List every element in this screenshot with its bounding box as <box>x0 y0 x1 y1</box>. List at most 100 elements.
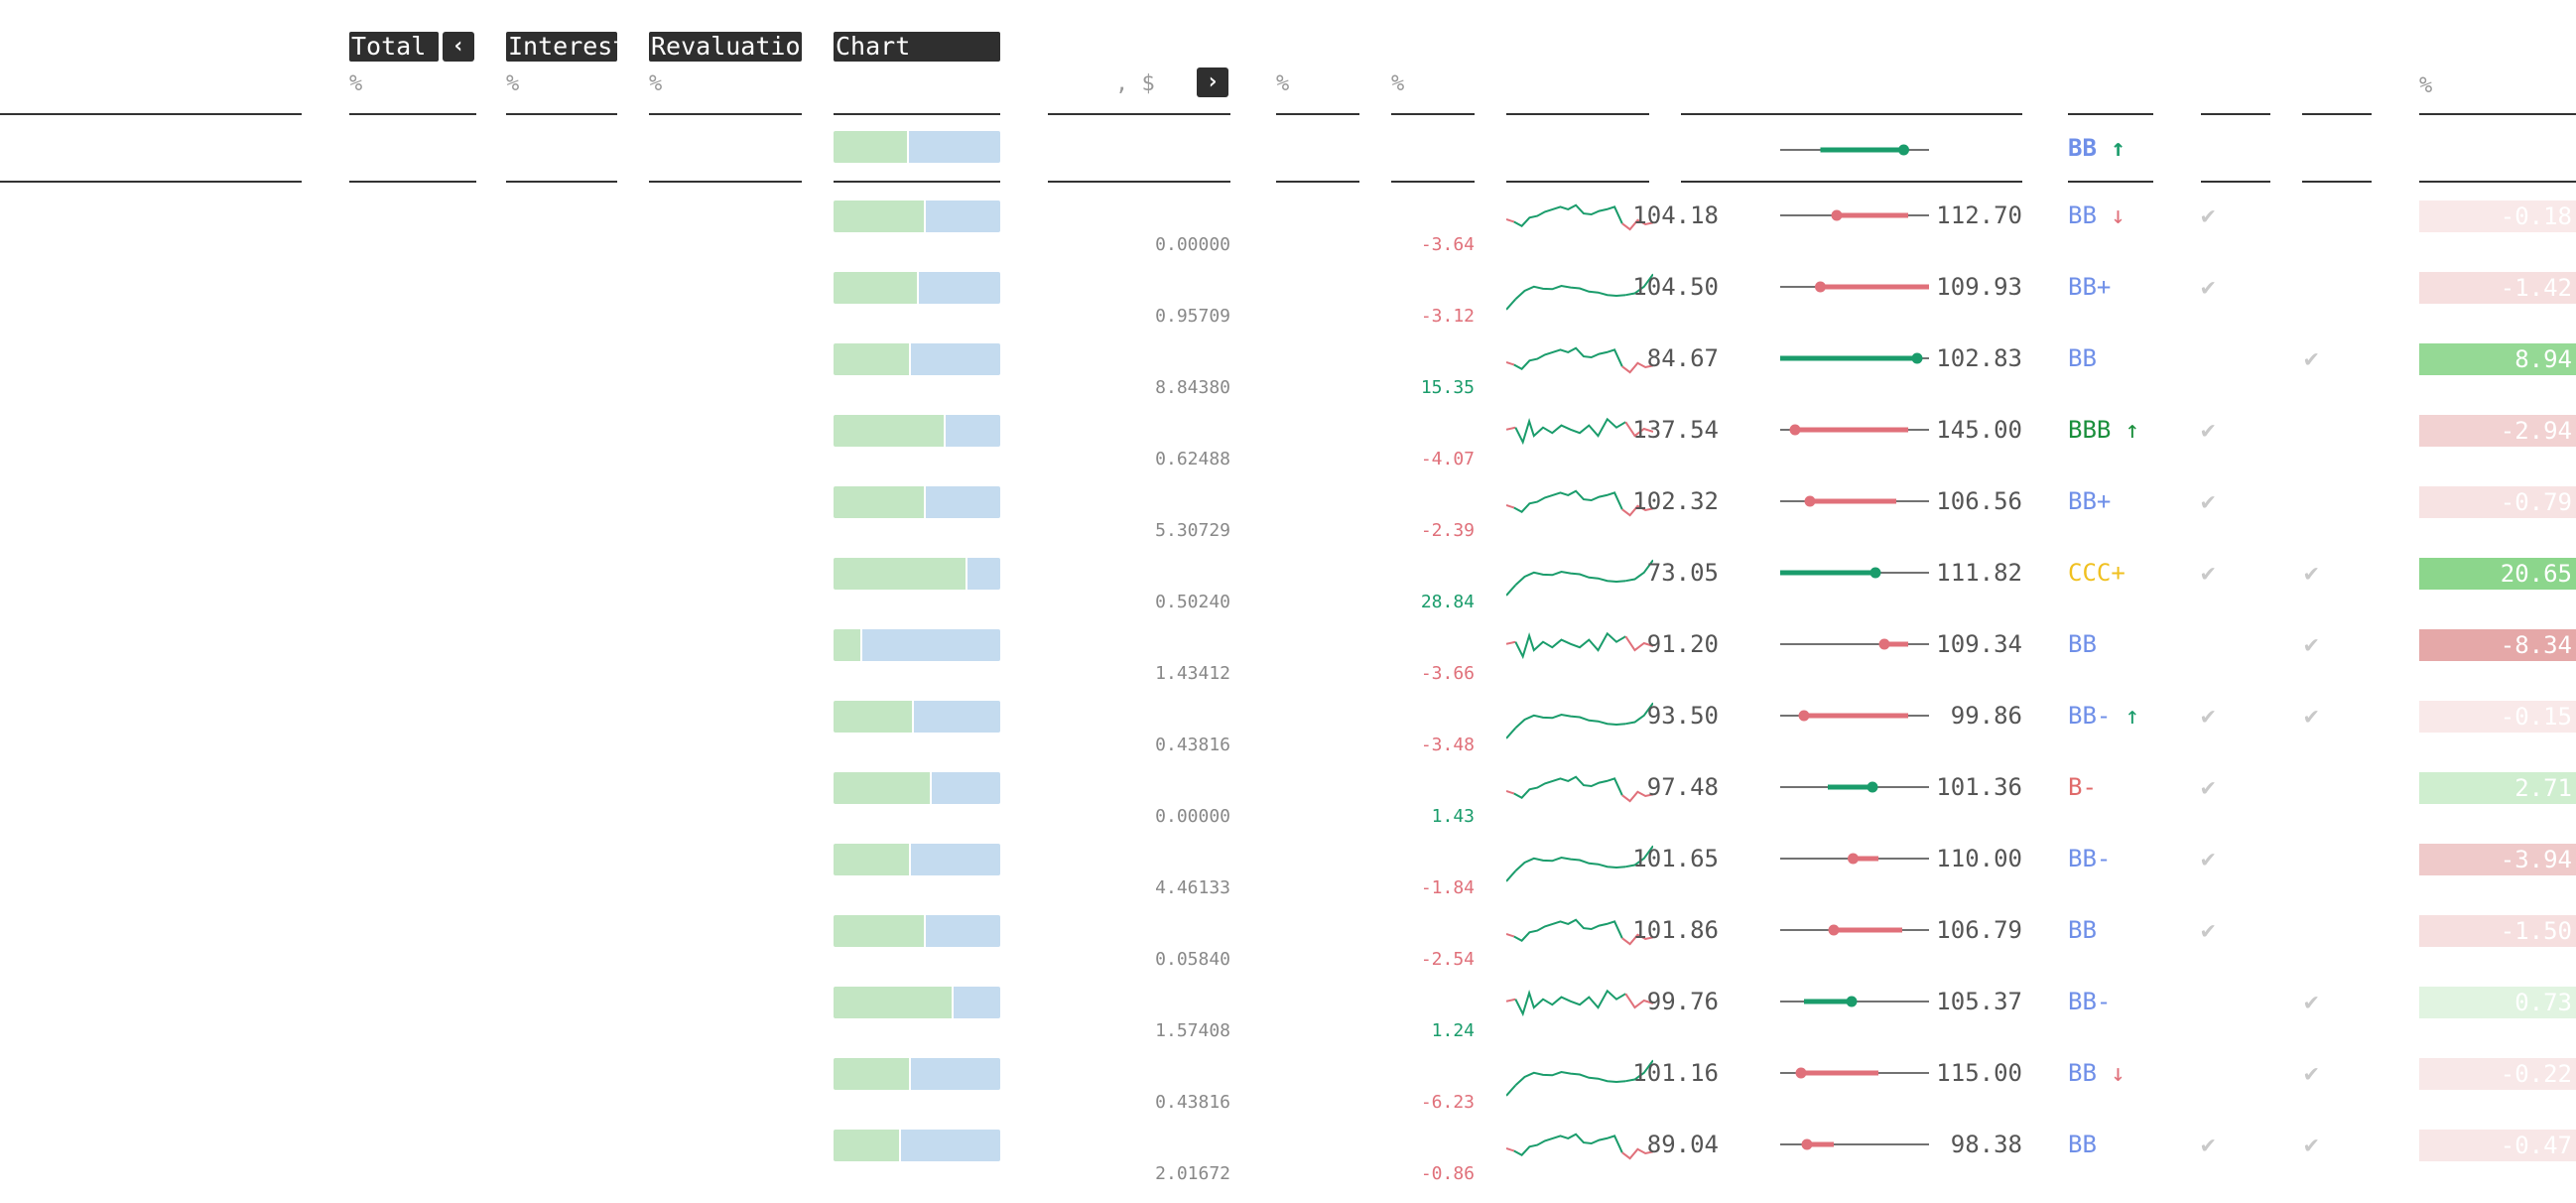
range-marker <box>1828 924 1840 936</box>
change-value: -3.66 <box>1420 663 1475 684</box>
range-indicator <box>1780 710 1929 722</box>
interest-share <box>834 415 944 447</box>
range-high: 109.34 <box>1936 630 2022 658</box>
revaluation-share <box>943 415 1000 447</box>
arrow-up-icon: ↑ <box>2111 702 2140 730</box>
range-low: 101.86 <box>1632 916 1719 944</box>
interest-share <box>834 272 917 304</box>
next-page-button[interactable]: › <box>1197 67 1228 97</box>
range-indicator <box>1780 424 1929 436</box>
sparkline-segment <box>1621 504 1653 517</box>
unit-col2: % <box>1391 71 1405 96</box>
header-rule <box>1391 113 1475 115</box>
amount-value: 0.00000 <box>1155 806 1230 827</box>
range-low: 84.67 <box>1646 344 1719 372</box>
header-rule <box>2201 181 2270 183</box>
pct-value-cell: -0.18 <box>2419 200 2576 232</box>
amount-value: 1.43412 <box>1155 663 1230 684</box>
header-rule <box>1506 181 1649 183</box>
revaluation-share <box>923 200 1000 232</box>
pct-value-cell: -0.79 <box>2419 486 2576 518</box>
range-high: 115.00 <box>1936 1059 2022 1087</box>
sparkline-segment <box>1506 640 1516 645</box>
pct-value-cell: -8.34 <box>2419 629 2576 661</box>
pct-value-cell: -0.47 <box>2419 1130 2576 1161</box>
range-high: 101.36 <box>1936 773 2022 801</box>
interest-revaluation-bar <box>834 1130 1000 1161</box>
revaluation-share <box>923 486 1000 518</box>
pct-value-cell: -3.94 <box>2419 844 2576 875</box>
header-rule <box>506 181 617 183</box>
credit-rating: BB ↓ <box>2068 1059 2125 1087</box>
interest-revaluation-bar <box>834 343 1000 375</box>
change-value: -0.86 <box>1420 1163 1475 1184</box>
sparkline-segment <box>1506 218 1515 223</box>
interest-share <box>834 558 966 590</box>
header-rule <box>1048 181 1230 183</box>
arrow-up-icon: ↑ <box>2111 134 2125 162</box>
sparkline <box>1506 918 1653 946</box>
header-rule <box>1506 113 1649 115</box>
sparkline-segment <box>1624 421 1653 438</box>
check-icon: ✔ <box>2201 773 2216 801</box>
range-indicator <box>1780 924 1929 936</box>
sparkline-segment <box>1621 933 1653 946</box>
revaluation-share <box>923 915 1000 947</box>
range-marker <box>1911 352 1923 364</box>
unit-interest: % <box>506 71 520 96</box>
interest-share <box>834 987 953 1018</box>
interest-revaluation-bar <box>834 558 1000 590</box>
revaluation-share <box>952 987 1000 1018</box>
interest-revaluation-bar <box>834 415 1000 447</box>
header-rule <box>2068 113 2153 115</box>
revaluation-share <box>898 1130 1000 1161</box>
pct-value-cell: -0.22 <box>2419 1058 2576 1090</box>
range-indicator <box>1780 853 1929 865</box>
interest-revaluation-bar <box>834 772 1000 804</box>
interest-revaluation-bar <box>834 915 1000 947</box>
sparkline-segment <box>1506 361 1515 366</box>
change-value: -3.12 <box>1420 306 1475 327</box>
sparkline-segment <box>1506 933 1515 938</box>
check-icon: ✔ <box>2304 344 2319 372</box>
header-rule <box>2302 181 2372 183</box>
revaluation-share <box>908 1058 1000 1090</box>
range-high: 106.79 <box>1936 916 2022 944</box>
sparkline-segment <box>1513 775 1623 799</box>
range-low: 137.54 <box>1632 416 1719 444</box>
credit-rating: BB- <box>2068 845 2112 872</box>
interest-revaluation-bar <box>834 844 1000 875</box>
pct-value-cell: -1.50 <box>2419 915 2576 947</box>
tab-interest[interactable]: Interest <box>506 32 617 62</box>
credit-rating: BB ↓ <box>2068 201 2125 229</box>
range-marker <box>1869 567 1881 579</box>
interest-revaluation-bar <box>834 200 1000 232</box>
range-low: 101.16 <box>1632 1059 1719 1087</box>
sparkline-segment <box>1513 346 1623 370</box>
check-icon: ✔ <box>2201 1131 2216 1158</box>
header-rule <box>1681 113 2022 115</box>
sparkline-segment <box>1506 727 1517 739</box>
range-marker <box>1801 1138 1813 1150</box>
sparkline-segment <box>1506 504 1515 509</box>
check-icon: ✔ <box>2201 487 2216 515</box>
prev-page-button[interactable]: ‹ <box>443 32 474 62</box>
sparkline <box>1506 989 1653 1017</box>
check-icon: ✔ <box>2201 201 2216 229</box>
header-rule <box>834 113 1000 115</box>
header-rule <box>649 113 802 115</box>
tab-total[interactable]: Total <box>349 32 439 62</box>
arrow-up-icon: ↑ <box>2111 416 2140 444</box>
range-high: 112.70 <box>1936 201 2022 229</box>
check-icon: ✔ <box>2304 630 2319 658</box>
tab-chart[interactable]: Chart <box>834 32 1000 62</box>
header-rule <box>2068 181 2153 183</box>
sparkline <box>1506 203 1653 231</box>
range-marker <box>1795 1067 1807 1079</box>
range-indicator <box>1780 781 1929 793</box>
range-marker <box>1804 495 1816 507</box>
pct-value-cell: 8.94 <box>2419 343 2576 375</box>
tab-revaluation[interactable]: Revaluation <box>649 32 802 62</box>
change-value: -3.64 <box>1420 234 1475 255</box>
range-marker <box>1867 781 1878 793</box>
